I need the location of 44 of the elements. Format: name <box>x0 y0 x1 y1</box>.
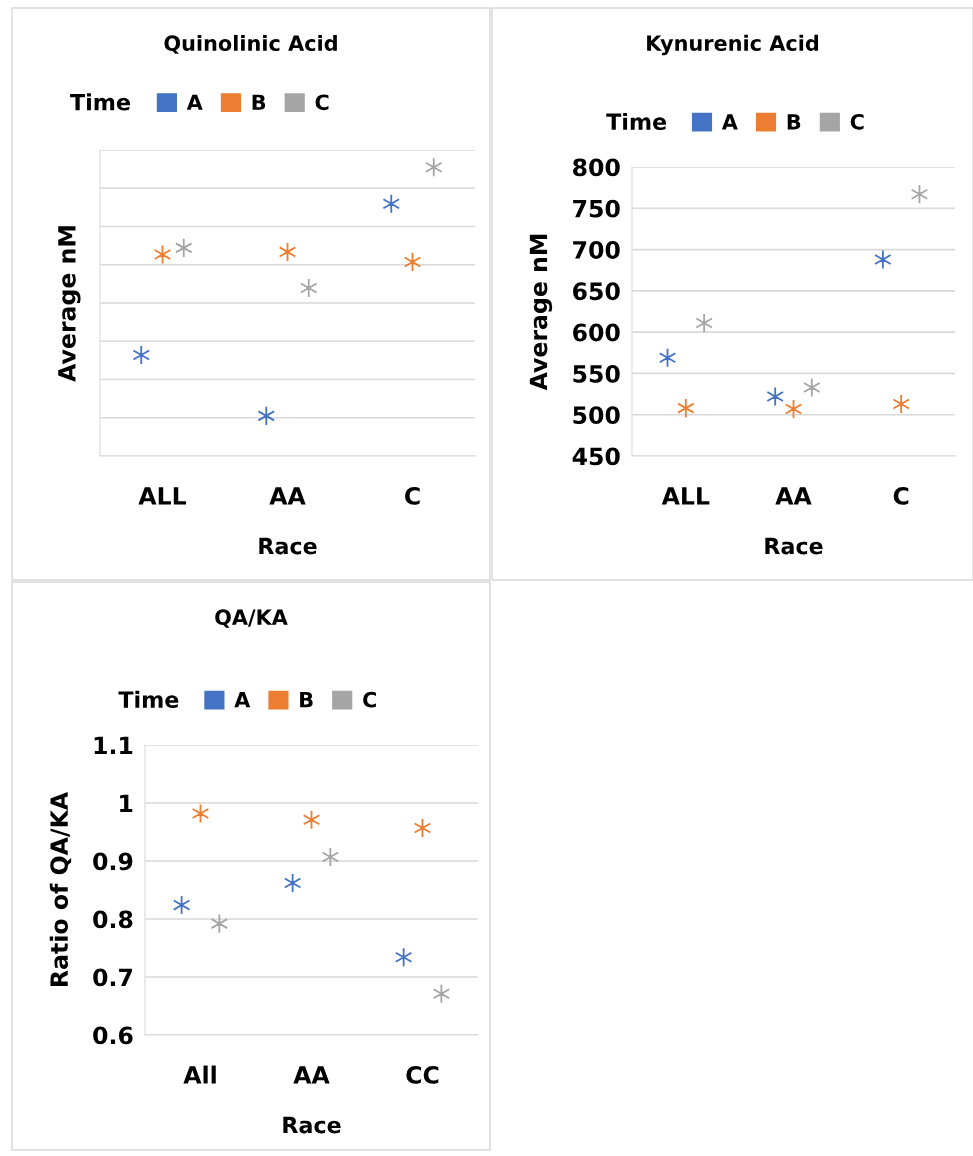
y-tick-label: 800 <box>573 158 620 177</box>
x-tick-label: AA <box>293 1066 330 1084</box>
y-tick-label: 500 <box>573 406 620 425</box>
y-tick-label: 600 <box>573 323 620 342</box>
y-tick-label: 1.1 <box>94 736 133 754</box>
y-tick-label: 0.6 <box>93 1026 133 1045</box>
legend-label: C <box>850 113 864 130</box>
chart-title: Kynurenic Acid <box>647 34 819 56</box>
y-tick-label: 450 <box>572 447 620 466</box>
y-tick-label: 0.9 <box>93 852 133 871</box>
x-tick-label: All <box>183 1065 216 1084</box>
chart-title: QA/KA <box>215 609 288 628</box>
x-tick-label: AA <box>269 487 306 505</box>
legend-label: A <box>186 94 203 110</box>
y-tick-label: 750 <box>573 199 620 218</box>
y-tick-label: 650 <box>573 282 620 301</box>
legend-label: C <box>363 691 376 708</box>
y-tick-label: 1 <box>120 794 133 812</box>
x-axis-title: Race <box>259 537 317 555</box>
legend-title: Time <box>118 690 179 708</box>
legend-label: A <box>234 692 251 708</box>
x-tick-label: ALL <box>138 487 187 505</box>
legend-title: Time <box>606 112 667 131</box>
y-axis-title: Average nM <box>58 226 81 382</box>
legend-label: C <box>315 94 329 111</box>
x-axis-title: Race <box>765 537 823 555</box>
x-tick-label: CC <box>406 1065 439 1084</box>
x-tick-label: ALL <box>661 487 710 505</box>
y-axis-title: Average nM <box>529 234 553 391</box>
y-tick-label: 700 <box>573 241 620 259</box>
x-tick-label: AA <box>775 487 812 505</box>
legend-label: B <box>787 114 801 130</box>
legend-label: A <box>721 114 738 130</box>
x-tick-label: C <box>405 486 420 505</box>
y-axis-title: Ratio of QA/KA <box>49 792 72 986</box>
x-tick-label: C <box>893 486 909 505</box>
y-tick-label: 0.7 <box>93 968 133 987</box>
x-axis-title: Race <box>283 1116 341 1134</box>
y-tick-label: 550 <box>573 364 620 383</box>
y-tick-label: 0.8 <box>93 910 133 929</box>
chart-title: Quinolinic Acid <box>164 34 337 54</box>
legend-label: B <box>252 94 266 110</box>
legend-label: B <box>300 692 313 708</box>
legend-title: Time <box>70 93 130 111</box>
